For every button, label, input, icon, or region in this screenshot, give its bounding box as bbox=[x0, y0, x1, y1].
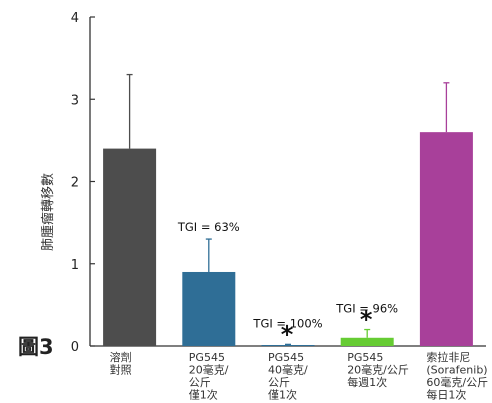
category-label: 20毫克/ bbox=[189, 363, 229, 377]
bar bbox=[182, 271, 236, 346]
category-label: PG545 bbox=[268, 351, 304, 364]
category-label: 20毫克/公斤 bbox=[347, 363, 409, 377]
category-label: PG545 bbox=[347, 351, 383, 364]
y-tick-label: 4 bbox=[71, 11, 79, 26]
category-label: 每週1次 bbox=[347, 375, 387, 389]
category-label: 公斤 bbox=[189, 376, 211, 389]
category-label: 溶劑 bbox=[110, 350, 132, 364]
figure-label: 圖3 bbox=[18, 335, 54, 359]
y-tick-label: 2 bbox=[71, 176, 79, 191]
tgi-annotation: TGI = 100% bbox=[252, 316, 322, 330]
category-label: 索拉非尼 bbox=[426, 350, 470, 364]
category-label: 每日1次 bbox=[426, 388, 466, 402]
bar bbox=[340, 337, 394, 346]
category-label: 60毫克/公斤 bbox=[426, 375, 488, 389]
bar bbox=[261, 345, 315, 346]
category-label: 40毫克/ bbox=[268, 363, 308, 377]
category-label: 僅1次 bbox=[189, 388, 218, 402]
bar bbox=[419, 132, 473, 346]
significance-star: * bbox=[360, 306, 373, 334]
y-axis-label: 肺腫瘤轉移數 bbox=[40, 173, 56, 251]
category-label: PG545 bbox=[189, 351, 225, 364]
tgi-annotation: TGI = 96% bbox=[335, 302, 398, 316]
bar bbox=[103, 148, 157, 346]
category-label: (Sorafenib) bbox=[426, 364, 487, 377]
significance-star: * bbox=[281, 320, 294, 348]
category-label: 公斤 bbox=[268, 376, 290, 389]
category-label: 僅1次 bbox=[268, 388, 297, 402]
plot-area: 01234溶劑對照PG54520毫克/公斤僅1次PG54540毫克/公斤僅1次P… bbox=[71, 11, 488, 402]
y-tick-label: 0 bbox=[71, 340, 79, 355]
y-tick-label: 1 bbox=[71, 258, 79, 273]
tgi-annotation: TGI = 63% bbox=[177, 220, 240, 234]
y-tick-label: 3 bbox=[71, 93, 79, 108]
category-label: 對照 bbox=[110, 363, 132, 377]
